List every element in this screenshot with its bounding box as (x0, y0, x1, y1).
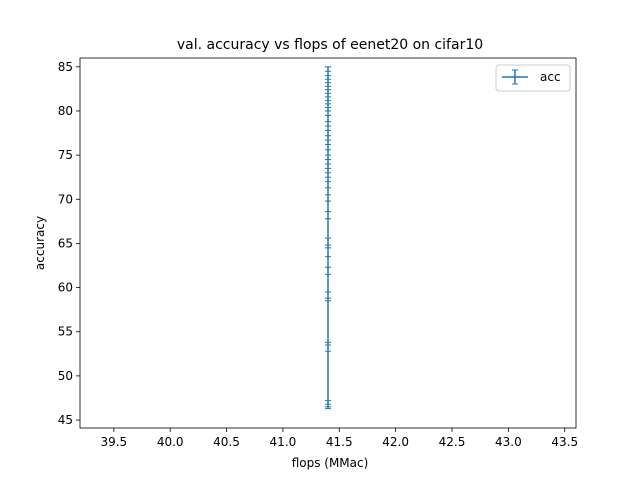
y-tick-label: 50 (58, 369, 73, 383)
x-tick-label: 41.0 (270, 435, 297, 449)
y-axis-ticks: 45 50 55 60 65 70 75 80 85 (58, 60, 80, 427)
y-tick-label: 85 (58, 60, 73, 74)
x-tick-label: 42.0 (382, 435, 409, 449)
y-tick-label: 55 (58, 325, 73, 339)
y-tick-label: 70 (58, 192, 73, 206)
x-tick-label: 42.5 (439, 435, 466, 449)
y-tick-label: 45 (58, 413, 73, 427)
x-tick-label: 43.0 (495, 435, 522, 449)
axes-frame (79, 57, 577, 429)
x-tick-label: 40.0 (157, 435, 184, 449)
x-axis-ticks: 39.5 40.0 40.5 41.0 41.5 42.0 42.5 43.0 43.5 (100, 428, 578, 449)
x-tick-label: 41.5 (326, 435, 353, 449)
x-tick-label: 39.5 (100, 435, 127, 449)
plot-area-border (79, 57, 577, 429)
y-tick-label: 65 (58, 236, 73, 250)
x-axis-label: flops (MMac) (292, 456, 369, 470)
series-layer (325, 66, 331, 410)
x-tick-label: 40.5 (213, 435, 240, 449)
x-tick-label: 43.5 (551, 435, 578, 449)
y-tick-label: 80 (58, 104, 73, 118)
legend-label: acc (540, 70, 561, 84)
legend: acc (495, 64, 571, 92)
chart-title: val. accuracy vs flops of eenet20 on cif… (177, 37, 483, 53)
y-tick-label: 75 (58, 148, 73, 162)
y-axis-label: accuracy (33, 216, 47, 270)
y-tick-label: 60 (58, 281, 73, 295)
